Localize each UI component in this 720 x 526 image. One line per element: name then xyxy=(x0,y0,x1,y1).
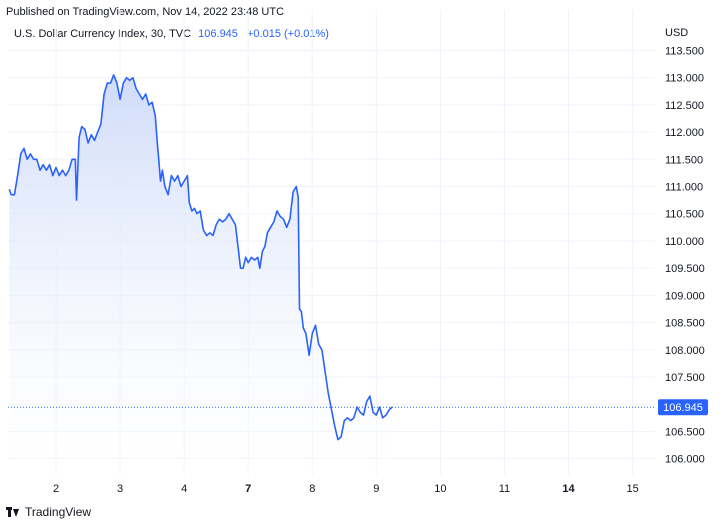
x-tick-label: 15 xyxy=(626,483,638,495)
symbol-change: +0.015 (+0.01%) xyxy=(246,28,329,40)
footer-brand: TradingView xyxy=(6,503,91,521)
last-price-label: 106.945 xyxy=(663,402,703,414)
y-tick-label: 109.500 xyxy=(665,263,705,275)
series-line xyxy=(8,74,393,441)
y-tick-label: 108.500 xyxy=(665,318,705,330)
y-tick-label: 113.500 xyxy=(665,45,704,57)
y-tick-label: 110.500 xyxy=(665,209,704,221)
y-tick-label: 111.000 xyxy=(665,182,703,194)
y-tick-label: 110.000 xyxy=(665,236,704,248)
price-chart[interactable]: 106.000106.500107.000107.500108.000108.5… xyxy=(0,0,720,500)
x-tick-label: 11 xyxy=(499,483,510,495)
x-tick-label: 7 xyxy=(245,483,251,495)
x-tick-label: 3 xyxy=(117,483,123,495)
y-tick-label: 113.000 xyxy=(665,73,704,85)
currency-label: USD xyxy=(665,27,688,39)
brand-name: TradingView xyxy=(25,505,92,519)
y-tick-label: 108.000 xyxy=(665,345,705,357)
last-price-badge xyxy=(658,399,708,416)
y-tick-label: 112.000 xyxy=(665,127,704,139)
tradingview-logo-icon xyxy=(6,507,20,517)
y-tick-label: 106.000 xyxy=(665,454,705,466)
symbol-price: 106.945 xyxy=(198,28,238,40)
y-tick-label: 107.500 xyxy=(665,372,705,384)
symbol-legend: U.S. Dollar Currency Index, 30, TVC 106.… xyxy=(14,28,329,40)
x-tick-label: 2 xyxy=(53,483,59,495)
series-area-fill xyxy=(9,74,393,476)
y-tick-label: 106.500 xyxy=(665,426,705,438)
published-note: Published on TradingView.com, Nov 14, 20… xyxy=(6,6,285,18)
y-tick-label: 109.000 xyxy=(665,290,705,302)
x-tick-label: 4 xyxy=(181,483,187,495)
x-tick-label: 10 xyxy=(434,483,446,495)
symbol-title: U.S. Dollar Currency Index, 30, TVC xyxy=(14,28,192,40)
x-tick-label: 8 xyxy=(309,483,315,495)
y-tick-label: 112.500 xyxy=(665,100,704,112)
y-tick-label: 111.500 xyxy=(665,154,703,166)
x-tick-label: 14 xyxy=(562,483,575,495)
x-tick-label: 9 xyxy=(373,483,379,495)
